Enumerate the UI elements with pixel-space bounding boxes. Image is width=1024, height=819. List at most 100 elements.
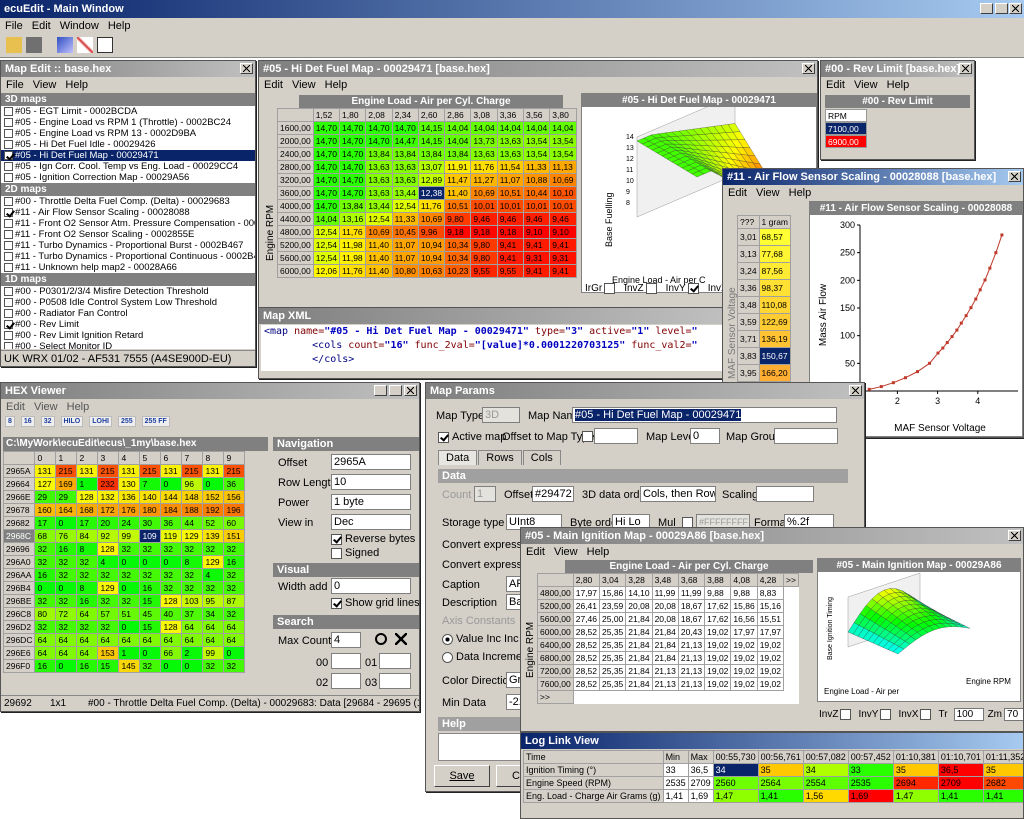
check[interactable] — [331, 597, 342, 609]
grid-cell[interactable]: 14,70 — [339, 134, 367, 148]
search-icon[interactable] — [375, 633, 387, 645]
grid-cell[interactable]: 14,70 — [339, 173, 367, 187]
grid-cell[interactable]: 119 — [160, 529, 183, 543]
slot-input[interactable] — [379, 653, 411, 669]
grid-cell[interactable]: 2709 — [937, 776, 984, 790]
grid-cell[interactable]: 11,33 — [522, 160, 551, 174]
grid-cell[interactable]: 153 — [97, 646, 120, 660]
grid-cell[interactable]: 168 — [76, 503, 99, 517]
grid-cell[interactable]: 10,69 — [365, 225, 393, 239]
grid-cell[interactable]: 13,63 — [365, 173, 393, 187]
grid-cell[interactable]: 32 — [160, 581, 183, 595]
grid-cell[interactable]: 21,84 — [625, 677, 653, 691]
grid-cell[interactable]: 19,02 — [730, 664, 758, 678]
check[interactable] — [331, 533, 342, 545]
list-item[interactable]: #00 - Rev Limit — [1, 319, 255, 330]
check[interactable] — [4, 251, 13, 261]
grid-cell[interactable]: 13,84 — [444, 147, 472, 161]
grid-cell[interactable]: 192 — [202, 503, 225, 517]
grid-cell[interactable]: 32 — [34, 594, 57, 608]
grid-cell[interactable]: 1,41 — [937, 789, 984, 803]
grid-cell[interactable]: 9,31 — [522, 251, 551, 265]
slot-input[interactable] — [331, 653, 361, 669]
list-item[interactable]: #00 - Radiator Fan Control — [1, 308, 255, 319]
checkbox[interactable]: InvZ — [819, 708, 854, 720]
grid-cell[interactable]: 32 — [34, 542, 57, 556]
grid-cell[interactable]: 9,18 — [496, 225, 524, 239]
grid-cell[interactable]: 28,52 — [572, 638, 601, 652]
close-button[interactable] — [240, 63, 253, 74]
grid-cell[interactable]: 188 — [181, 503, 204, 517]
hex-icon[interactable] — [57, 37, 74, 53]
grid-cell[interactable]: 14,70 — [312, 186, 341, 200]
grid-cell[interactable]: 30 — [139, 516, 162, 530]
grid-cell[interactable]: 9,88 — [704, 586, 732, 600]
grid-cell[interactable]: 172 — [97, 503, 120, 517]
tool-button[interactable]: LOHI — [89, 416, 112, 427]
grid-cell[interactable]: 64 — [202, 633, 225, 647]
grid-cell[interactable]: 9,46 — [470, 212, 498, 226]
row-length-input[interactable]: 10 — [331, 474, 411, 490]
grid-cell[interactable]: 36,5 — [937, 763, 984, 777]
grid-cell[interactable]: 0 — [160, 659, 183, 673]
grid-cell[interactable]: 64 — [202, 620, 225, 634]
grid-cell[interactable]: 96 — [181, 477, 204, 491]
grid-cell[interactable]: 144 — [160, 490, 183, 504]
list-item[interactable]: #11 - Air Flow Sensor Scaling - 00028088 — [1, 207, 255, 218]
grid-cell[interactable]: 34 — [802, 763, 849, 777]
grid-cell[interactable]: 64 — [118, 633, 141, 647]
grid-cell[interactable]: 109 — [139, 529, 162, 543]
check[interactable] — [645, 283, 657, 294]
grid-cell[interactable]: 28,52 — [572, 625, 601, 639]
grid-cell[interactable]: 15,86 — [599, 586, 627, 600]
grid-cell[interactable]: 215 — [181, 464, 204, 478]
close-button[interactable] — [849, 385, 862, 396]
checkbox[interactable]: Active map — [438, 431, 506, 443]
grid-cell[interactable]: 10,44 — [522, 186, 551, 200]
scaling-select[interactable] — [756, 486, 814, 502]
tool-button[interactable]: HILO — [60, 416, 84, 427]
grid-cell[interactable]: 19,02 — [704, 625, 732, 639]
grid-cell[interactable]: 9,18 — [470, 225, 498, 239]
grid-cell[interactable]: 136 — [118, 490, 141, 504]
grid-cell[interactable]: 9,96 — [417, 225, 446, 239]
grid-cell[interactable]: 32 — [139, 542, 162, 556]
grid-cell[interactable]: 32 — [97, 620, 120, 634]
grid-cell[interactable]: 14,15 — [417, 134, 446, 148]
grid-cell[interactable]: 11,76 — [417, 199, 446, 213]
grid-cell[interactable]: 3,71 — [737, 330, 760, 348]
checkbox[interactable]: Show grid lines — [331, 597, 419, 609]
check[interactable] — [4, 218, 13, 228]
grid-cell[interactable]: 103 — [181, 594, 204, 608]
grid-cell[interactable]: 14,70 — [365, 121, 393, 135]
grid-cell[interactable]: 1,47 — [712, 789, 759, 803]
grid-cell[interactable]: 11,33 — [391, 212, 419, 226]
grid-cell[interactable]: 23,59 — [599, 599, 627, 613]
grid-cell[interactable]: 68 — [34, 529, 57, 543]
grid-cell[interactable]: 151 — [223, 529, 246, 543]
grid-cell[interactable]: 129 — [97, 581, 120, 595]
grid-cell[interactable]: 131 — [202, 464, 225, 478]
grid-cell[interactable]: 35 — [892, 763, 939, 777]
grid-cell[interactable]: 32 — [139, 568, 162, 582]
check[interactable] — [4, 297, 13, 307]
grid-cell[interactable]: 13,84 — [339, 199, 367, 213]
grid-cell[interactable]: 148 — [181, 490, 204, 504]
grid-cell[interactable]: 64 — [97, 633, 120, 647]
grid-cell[interactable]: 16 — [55, 542, 78, 556]
grid-cell[interactable]: 12,54 — [391, 199, 419, 213]
grid-cell[interactable]: 12,54 — [312, 238, 341, 252]
grid-cell[interactable]: 215 — [223, 464, 246, 478]
grid-cell[interactable]: 32 — [202, 659, 225, 673]
grid-cell[interactable]: 25,35 — [599, 664, 627, 678]
grid-cell[interactable]: 21,84 — [651, 638, 679, 652]
grid-cell[interactable]: 9,88 — [730, 586, 758, 600]
grid-cell[interactable]: 10,34 — [444, 238, 472, 252]
grid-cell[interactable]: 95 — [202, 594, 225, 608]
grid-cell[interactable]: 32 — [97, 594, 120, 608]
grid-cell[interactable]: 17 — [34, 516, 57, 530]
grid-cell[interactable]: 0 — [223, 646, 246, 660]
grid-cell[interactable]: 20,43 — [677, 625, 706, 639]
checkbox[interactable]: Reverse bytes — [331, 533, 415, 545]
close-button[interactable] — [1008, 171, 1021, 182]
